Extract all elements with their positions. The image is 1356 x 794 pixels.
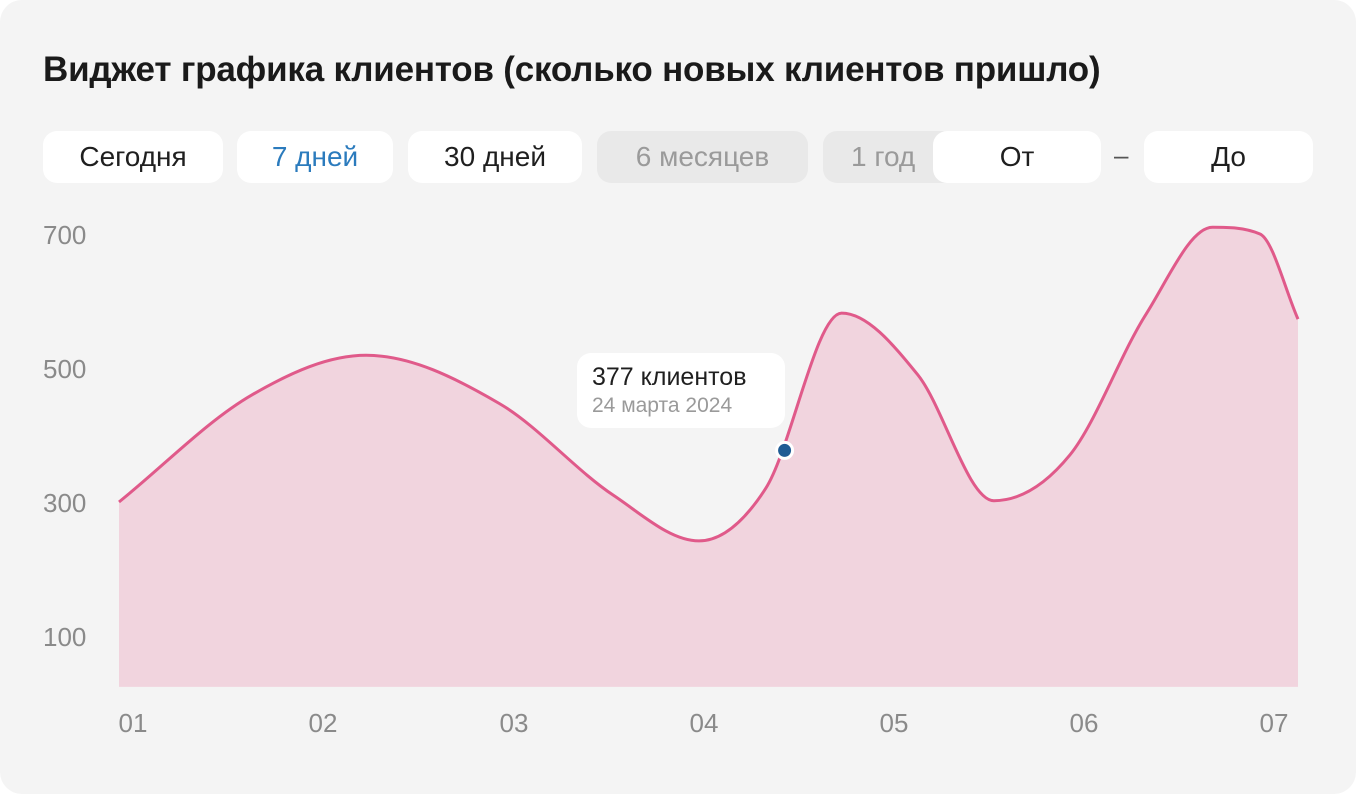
- y-tick-label: 100: [43, 622, 87, 652]
- period-today-button[interactable]: Сегодня: [43, 131, 223, 183]
- period-7-days-button[interactable]: 7 дней: [237, 131, 393, 183]
- x-tick-label: 07: [1259, 708, 1289, 738]
- widget-title: Виджет графика клиентов (сколько новых к…: [43, 50, 1101, 89]
- date-range-separator: –: [1114, 140, 1129, 170]
- tooltip-value: 377 клиентов: [592, 363, 747, 391]
- highlighted-data-point[interactable]: [775, 440, 795, 460]
- x-tick-label: 03: [499, 708, 529, 738]
- period-30-days-button[interactable]: 30 дней: [408, 131, 582, 183]
- x-tick-label: 04: [689, 708, 719, 738]
- period-6-months-button[interactable]: 6 месяцев: [597, 131, 808, 183]
- area-fill: [119, 227, 1298, 687]
- date-to-field[interactable]: До: [1144, 131, 1313, 183]
- x-tick-label: 01: [118, 708, 148, 738]
- data-tooltip: 377 клиентов 24 марта 2024: [577, 353, 785, 428]
- series-line: [118, 225, 1300, 543]
- x-tick-label: 06: [1069, 708, 1099, 738]
- tooltip-date: 24 марта 2024: [592, 394, 733, 417]
- y-tick-label: 700: [43, 220, 87, 250]
- y-tick-label: 500: [43, 354, 87, 384]
- x-tick-label: 02: [308, 708, 338, 738]
- y-tick-label: 300: [43, 488, 87, 518]
- x-tick-label: 05: [879, 708, 909, 738]
- date-from-field[interactable]: От: [933, 131, 1101, 183]
